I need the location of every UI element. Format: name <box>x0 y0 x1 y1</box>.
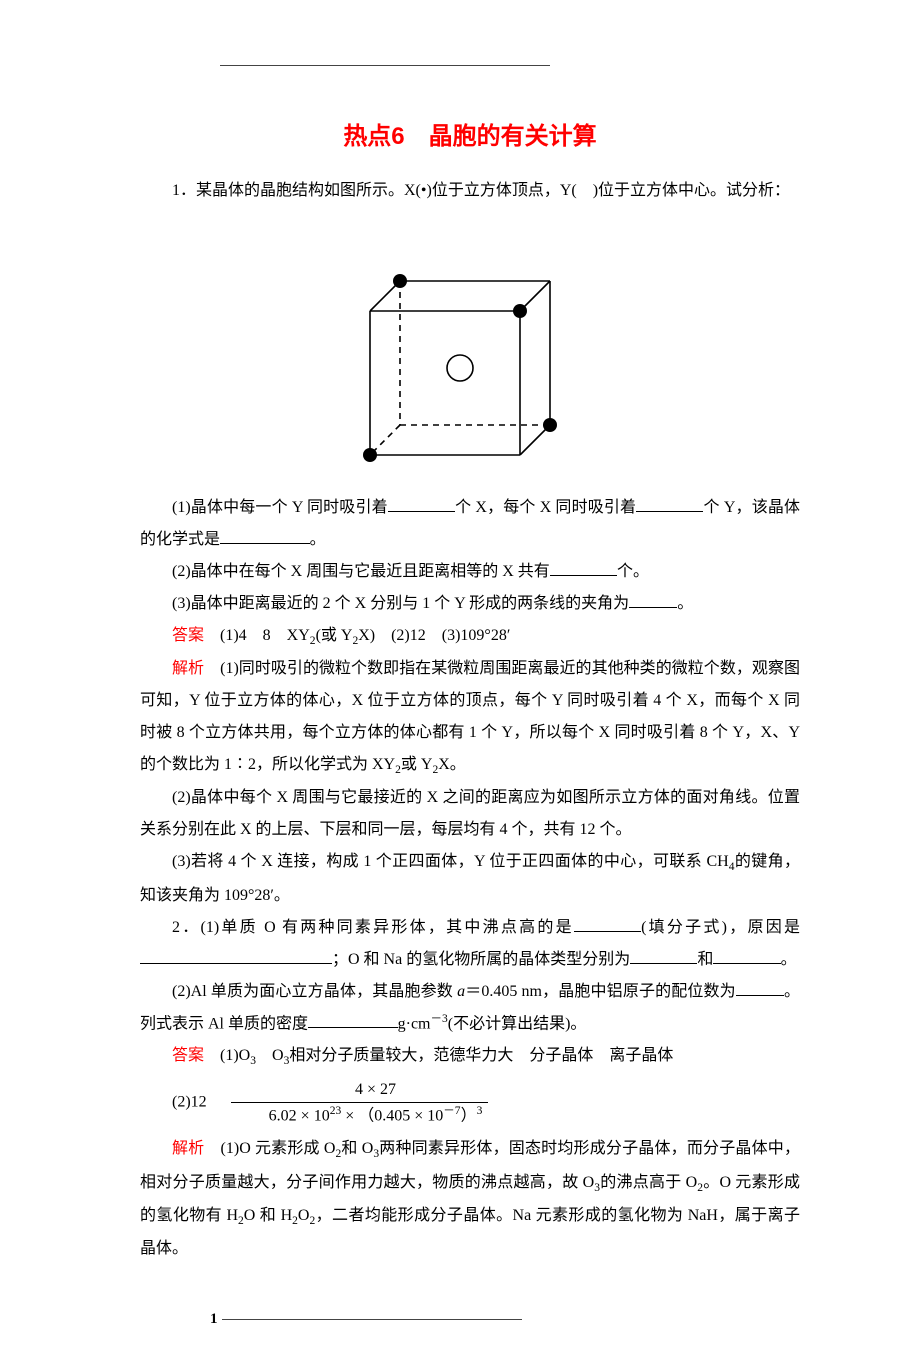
q1-answer: 答案 (1)4 8 XY2(或 Y2X) (2)12 (3)109°28′ <box>140 620 800 653</box>
text: 个。 <box>617 563 649 580</box>
text: (或 Y <box>316 627 353 644</box>
body: 1．某晶体的晶胞结构如图所示。X(•)位于立方体顶点，Y( )位于立方体中心。试… <box>140 175 800 1265</box>
text: (不必计算出结果)。 <box>448 1015 587 1032</box>
q1-stem: 1．某晶体的晶胞结构如图所示。X(•)位于立方体顶点，Y( )位于立方体中心。试… <box>140 175 800 207</box>
text: (1)同时吸引的微粒个数即指在某微粒周围距离最近的其他种类的微粒个数，观察图可知… <box>140 660 800 773</box>
text: 或 Y <box>401 756 433 773</box>
text: 2．(1)单质 O 有两种同素异形体，其中沸点高的是 <box>172 919 574 936</box>
footer: 1 <box>140 1311 800 1328</box>
text: (3)若将 4 个 X 连接，构成 1 个正四面体，Y 位于正四面体的中心，可联… <box>172 853 729 870</box>
section-title: 热点6 晶胞的有关计算 <box>140 116 800 151</box>
q1-explain-3: (3)若将 4 个 X 连接，构成 1 个正四面体，Y 位于正四面体的中心，可联… <box>140 846 800 911</box>
text: 的沸点高于 O <box>600 1174 697 1191</box>
explain-label: 解析 <box>172 660 204 677</box>
text: X) (2)12 (3)109°28′ <box>358 627 510 644</box>
text: O <box>256 1047 284 1064</box>
q1-sub3: (3)晶体中距离最近的 2 个 X 分别与 1 个 Y 形成的两条线的夹角为 。 <box>140 588 800 620</box>
q1-figure <box>140 225 800 470</box>
text: O <box>298 1207 310 1224</box>
q2-answer-2: (2)12 4 × 27 6.02 × 1023 × （0.405 × 10－7… <box>140 1079 800 1127</box>
blank <box>388 497 455 512</box>
text: O 和 H <box>244 1207 292 1224</box>
density-fraction: 4 × 27 6.02 × 1023 × （0.405 × 10－7）3 <box>231 1079 489 1127</box>
footer-rule <box>222 1319 522 1320</box>
text: g·cm <box>398 1015 431 1032</box>
text: (1)晶体中每一个 Y 同时吸引着 <box>172 499 388 516</box>
text: 。 <box>310 531 326 548</box>
text: 6.02 × 10 <box>269 1107 330 1124</box>
text: 。 <box>677 595 693 612</box>
blank <box>629 593 677 608</box>
text: (填分子式)，原因是 <box>641 919 800 936</box>
text: 相对分子质量较大，范德华力大 分子晶体 离子晶体 <box>289 1047 673 1064</box>
header-rule <box>140 65 800 66</box>
q1-explain-2: (2)晶体中每个 X 周围与它最接近的 X 之间的距离应为如图所示立方体的面对角… <box>140 782 800 846</box>
text: (1)4 8 XY <box>204 627 310 644</box>
text: 个 X，每个 X 同时吸引着 <box>455 499 636 516</box>
q2-sub2: (2)Al 单质为面心立方晶体，其晶胞参数 a＝0.405 nm，晶胞中铝原子的… <box>140 976 800 1040</box>
text: 和 O <box>341 1140 373 1157</box>
q2-explain: 解析 (1)O 元素形成 O2和 O3两种同素异形体，固态时均形成分子晶体，而分… <box>140 1133 800 1265</box>
superscript: 3 <box>477 1105 483 1117</box>
q1-sub2: (2)晶体中在每个 X 周围与它最近且距离相等的 X 共有 个。 <box>140 556 800 588</box>
text: ） <box>461 1107 477 1124</box>
fraction-denominator: 6.02 × 1023 × （0.405 × 10－7）3 <box>231 1103 489 1128</box>
text: 。 <box>781 951 797 968</box>
blank <box>220 529 310 544</box>
text: (2)Al 单质为面心立方晶体，其晶胞参数 <box>172 983 457 1000</box>
text: (1)O 元素形成 O <box>204 1140 335 1157</box>
var-a: a <box>457 983 465 1000</box>
blank <box>550 561 617 576</box>
blank <box>636 497 703 512</box>
superscript: 23 <box>330 1105 342 1117</box>
blank <box>308 1013 398 1028</box>
text: (3)晶体中距离最近的 2 个 X 分别与 1 个 Y 形成的两条线的夹角为 <box>172 595 629 612</box>
text: (2)12 <box>172 1094 223 1111</box>
blank <box>736 980 784 995</box>
text: ；O 和 Na 的氢化物所属的晶体类型分别为 <box>332 951 630 968</box>
blank <box>574 916 641 931</box>
text: × （0.405 × 10 <box>345 1107 443 1124</box>
explain-label: 解析 <box>172 1140 204 1157</box>
cube-diagram-svg <box>340 225 600 465</box>
page-number: 1 <box>210 1311 218 1328</box>
blank <box>713 948 780 963</box>
q1-sub1: (1)晶体中每一个 Y 同时吸引着个 X，每个 X 同时吸引着个 Y，该晶体的化… <box>140 492 800 556</box>
text: (2)晶体中在每个 X 周围与它最近且距离相等的 X 共有 <box>172 563 550 580</box>
superscript: －7 <box>443 1105 460 1117</box>
q2-answer-1: 答案 (1)O3 O3相对分子质量较大，范德华力大 分子晶体 离子晶体 <box>140 1040 800 1073</box>
blank <box>140 948 332 963</box>
blank <box>630 948 697 963</box>
text: X。 <box>438 756 466 773</box>
answer-label: 答案 <box>172 1047 204 1064</box>
text: 和 <box>697 951 713 968</box>
q1-explain-1: 解析 (1)同时吸引的微粒个数即指在某微粒周围距离最近的其他种类的微粒个数，观察… <box>140 653 800 782</box>
q2-sub1: 2．(1)单质 O 有两种同素异形体，其中沸点高的是 (填分子式)，原因是 ；O 和… <box>140 912 800 976</box>
superscript: －3 <box>430 1013 447 1025</box>
fraction-numerator: 4 × 27 <box>231 1079 489 1102</box>
answer-label: 答案 <box>172 627 204 644</box>
text: ＝0.405 nm，晶胞中铝原子的配位数为 <box>465 983 736 1000</box>
text: (1)O <box>204 1047 250 1064</box>
